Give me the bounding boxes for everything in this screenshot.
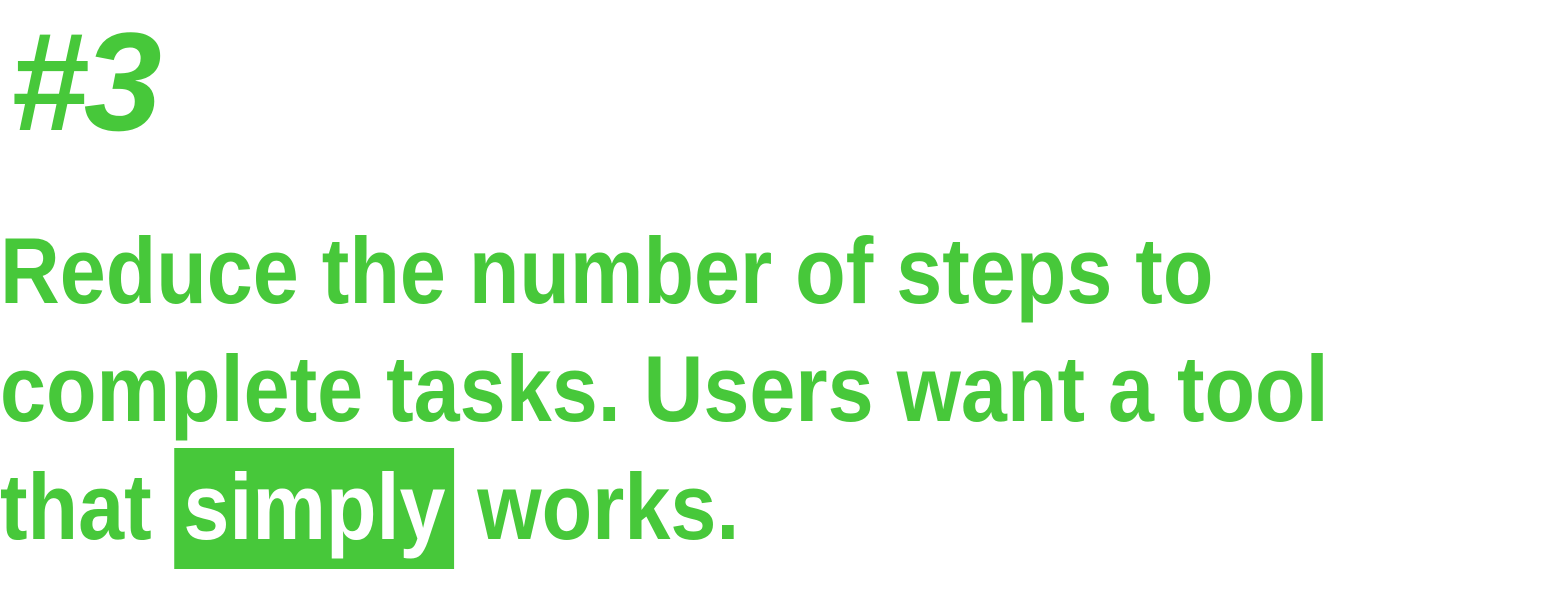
statement-line: Reduce the number of steps to (0, 218, 1214, 323)
text: that (0, 454, 152, 559)
statement: Reduce the number of steps to complete t… (0, 212, 1510, 569)
statement-line: complete tasks. Users want a tool (0, 336, 1329, 441)
statement-line: that simply works. (0, 448, 1329, 569)
highlight: simply (174, 448, 455, 569)
heading-number: #3 (10, 3, 162, 160)
text: works. (477, 454, 740, 559)
